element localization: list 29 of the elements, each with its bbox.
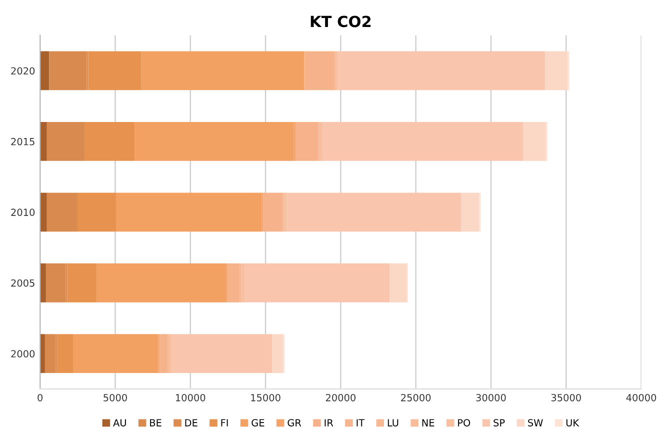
x-tick-label: 5000 [104,394,127,402]
x-tick-label: 20000 [326,394,356,402]
legend-label: NE [422,419,434,426]
legend-label: IT [356,419,365,426]
legend-label: AU [113,419,126,426]
y-tick-label: 2010 [11,208,35,216]
y-tick-label: 2000 [11,350,35,358]
y-tick-label: 2005 [11,279,34,287]
legend-label: BE [150,419,162,426]
legend-label: LU [388,419,398,426]
legend-label: IR [324,419,334,426]
x-tick-label: 15000 [251,394,280,402]
x-tick-label: 25000 [401,394,431,402]
y-tick-label: 2020 [11,67,35,75]
legend-label: PO [458,419,470,426]
legend-label: GR [288,419,302,426]
x-tick-label: 0 [38,394,43,402]
x-tick-label: 40000 [626,394,656,402]
x-tick-label: 35000 [551,394,581,402]
x-tick-label: 30000 [476,394,506,402]
legend-label: FI [221,419,228,426]
legend-label: SP [494,419,505,426]
legend-label: GE [252,419,264,426]
y-tick-label: 2015 [11,138,34,146]
x-tick-label: 10000 [176,394,206,402]
legend-label: UK [566,419,580,426]
legend-label: SW [528,419,543,426]
chart-title: KT CO2 [310,16,371,28]
legend-label: DE [185,419,198,426]
